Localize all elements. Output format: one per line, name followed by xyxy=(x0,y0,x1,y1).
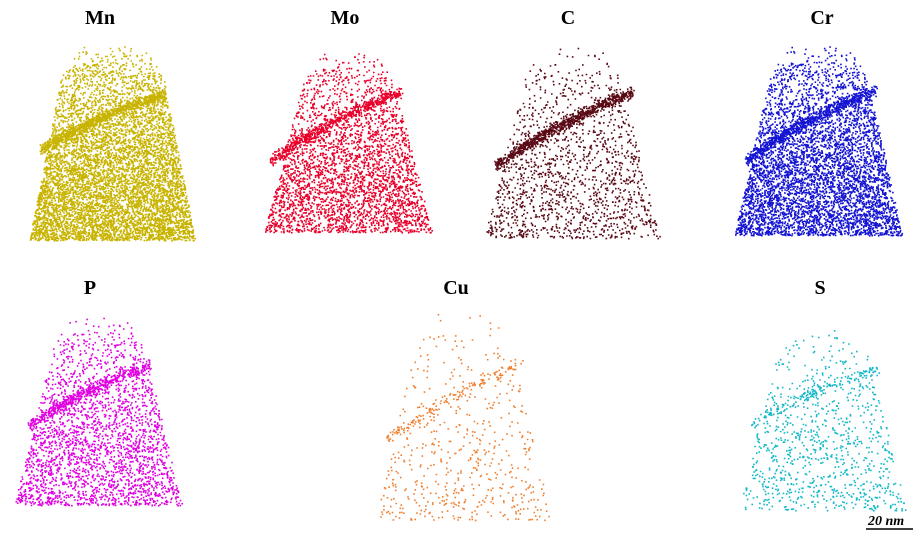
atom-cloud xyxy=(29,46,197,242)
atom-cloud xyxy=(743,330,907,512)
panel-label: Mn xyxy=(85,7,115,29)
panel-label: Cr xyxy=(810,7,833,29)
panel-label: Mo xyxy=(331,7,360,29)
panel-label: Cu xyxy=(443,277,469,299)
panel-label: P xyxy=(84,277,96,299)
panel-label: C xyxy=(561,7,575,29)
atom-cloud xyxy=(735,46,903,237)
atom-cloud xyxy=(380,313,550,522)
panel-label: S xyxy=(814,277,825,299)
atom-cloud xyxy=(486,47,661,240)
atom-cloud xyxy=(265,53,433,234)
atom-cloud xyxy=(15,317,183,507)
clouds xyxy=(15,46,907,522)
scale-bar-label: 20 nm xyxy=(867,514,904,529)
